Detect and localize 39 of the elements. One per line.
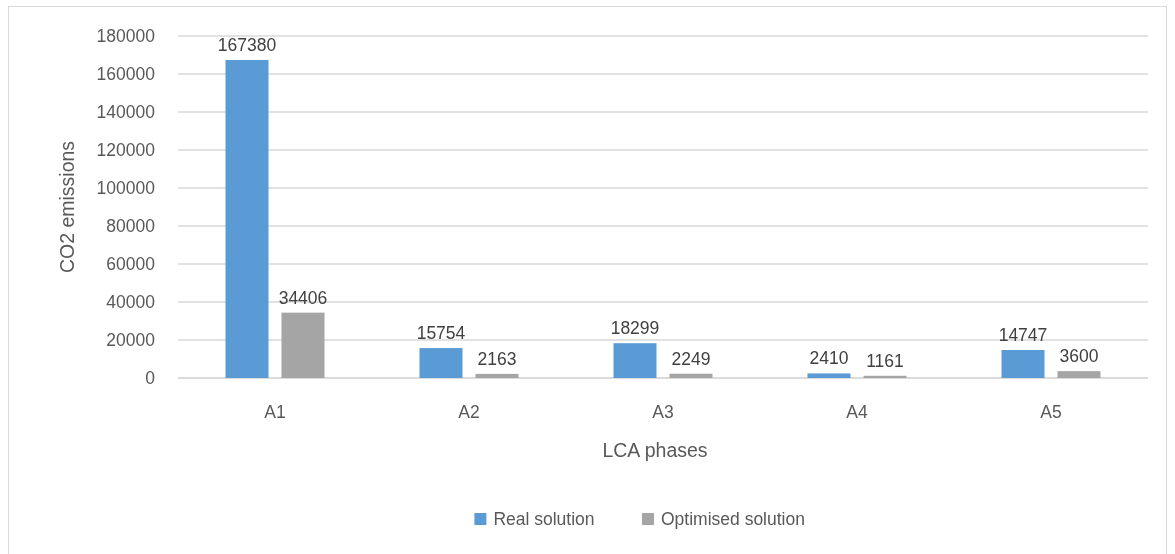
y-tick-label: 100000 xyxy=(96,178,156,199)
data-label: 15754 xyxy=(416,323,466,344)
y-tick-label: 160000 xyxy=(96,64,156,85)
data-label: 18299 xyxy=(610,318,660,339)
data-label: 167380 xyxy=(217,34,277,55)
legend-label: Optimised solution xyxy=(661,509,805,530)
y-axis-title: CO2 emissions xyxy=(56,140,78,274)
data-label: 1161 xyxy=(866,350,904,371)
y-tick-label: 60000 xyxy=(106,254,156,275)
bar xyxy=(225,59,269,378)
y-tick-label: 180000 xyxy=(96,26,156,47)
data-label: 14747 xyxy=(998,324,1048,345)
y-tick-label: 120000 xyxy=(96,140,156,161)
y-tick-label: 0 xyxy=(145,368,156,389)
y-tick-label: 40000 xyxy=(106,292,156,313)
bar xyxy=(419,348,463,378)
data-label: 2249 xyxy=(671,348,711,369)
bar xyxy=(807,373,851,378)
data-label: 2163 xyxy=(477,348,517,369)
x-axis-title: LCA phases xyxy=(602,439,708,461)
data-label: 34406 xyxy=(278,287,328,308)
legend-label: Real solution xyxy=(493,509,595,530)
x-tick-label: A5 xyxy=(1040,402,1062,422)
bar xyxy=(475,373,519,378)
y-tick-label: 80000 xyxy=(106,216,156,237)
y-tick-label: 20000 xyxy=(106,330,156,351)
bar xyxy=(281,312,325,378)
x-tick-label: A2 xyxy=(458,402,480,422)
x-tick-label: A1 xyxy=(264,402,286,422)
bar xyxy=(669,373,713,378)
bar xyxy=(863,375,907,378)
bar xyxy=(1057,371,1101,378)
bar xyxy=(613,343,657,378)
data-label: 3600 xyxy=(1059,346,1099,367)
x-tick-label: A3 xyxy=(652,402,674,422)
y-tick-label: 140000 xyxy=(96,102,156,123)
bar xyxy=(1001,349,1045,378)
data-label: 2410 xyxy=(809,348,849,369)
x-tick-label: A4 xyxy=(846,402,868,422)
